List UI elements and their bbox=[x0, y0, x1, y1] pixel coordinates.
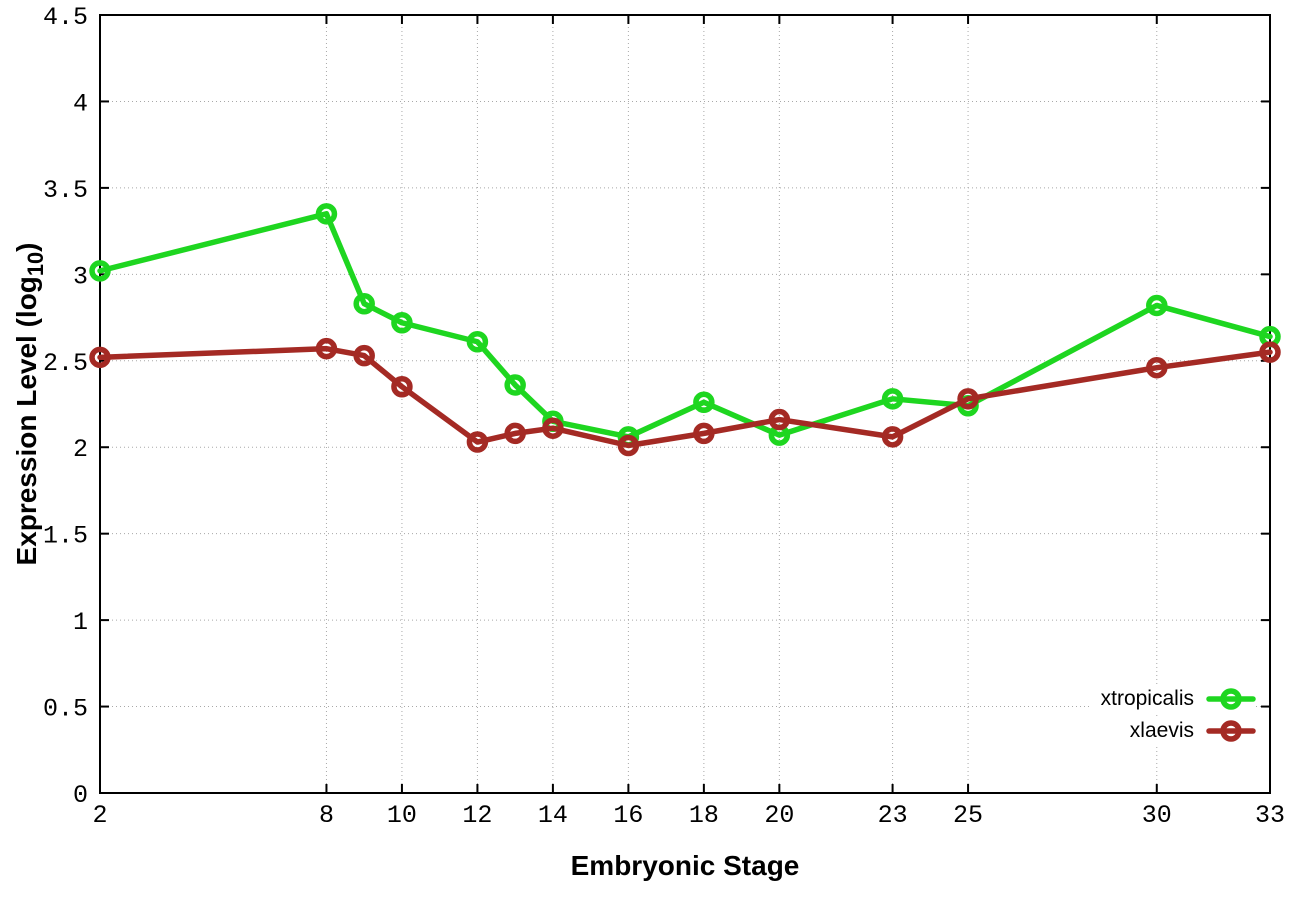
x-tick-label: 16 bbox=[613, 801, 643, 830]
data-point-xlaevis bbox=[768, 408, 791, 431]
legend-entry-xtropicalis: xtropicalis bbox=[1090, 684, 1256, 714]
data-point-xtropicalis bbox=[1146, 294, 1168, 317]
legend-entry-xlaevis: xlaevis bbox=[1119, 716, 1256, 746]
data-point-xlaevis bbox=[391, 375, 413, 398]
data-point-xlaevis bbox=[542, 417, 564, 439]
x-tick-label: 33 bbox=[1255, 801, 1285, 830]
y-axis-title-subscript: 10 bbox=[22, 251, 48, 277]
y-tick-label: 4.5 bbox=[43, 3, 88, 32]
legend-label-xlaevis: xlaevis bbox=[1129, 719, 1194, 742]
x-tick-label: 10 bbox=[387, 801, 417, 830]
plot-border bbox=[99, 14, 1271, 794]
x-tick-label: 30 bbox=[1142, 801, 1172, 830]
legend-marker-xlaevis-icon bbox=[1206, 720, 1256, 742]
x-tick-label: 12 bbox=[462, 801, 492, 830]
y-tick-label: 1.5 bbox=[43, 522, 88, 551]
data-point-xtropicalis bbox=[353, 292, 375, 315]
data-point-xlaevis bbox=[353, 344, 375, 367]
data-point-xtropicalis bbox=[504, 374, 526, 396]
data-point-xtropicalis bbox=[89, 260, 111, 282]
data-point-xlaevis bbox=[957, 388, 979, 410]
data-point-xlaevis bbox=[504, 422, 526, 445]
y-axis-title-close: ) bbox=[11, 242, 43, 252]
x-tick-label: 8 bbox=[319, 801, 334, 830]
series-line-xlaevis bbox=[97, 345, 1273, 449]
x-tick-label: 20 bbox=[764, 801, 794, 830]
x-tick-label: 25 bbox=[953, 801, 983, 830]
y-axis-title: Expression Level (log10) bbox=[11, 242, 49, 565]
legend: xtropicalis xlaevis bbox=[1090, 684, 1256, 746]
y-tick-label: 3.5 bbox=[43, 176, 88, 205]
data-point-xtropicalis bbox=[315, 203, 338, 225]
x-tick-label: 14 bbox=[538, 801, 568, 830]
data-point-xlaevis bbox=[1259, 341, 1281, 363]
y-tick-label: 3 bbox=[73, 262, 88, 291]
legend-marker-xtropicalis-icon bbox=[1206, 688, 1256, 710]
data-point-xtropicalis bbox=[881, 388, 904, 410]
x-tick-label: 23 bbox=[878, 801, 908, 830]
x-tick-label: 2 bbox=[92, 801, 107, 830]
y-tick-label: 1 bbox=[73, 608, 88, 637]
data-point-xtropicalis bbox=[466, 331, 489, 353]
data-point-xlaevis bbox=[881, 426, 904, 448]
series-line-xtropicalis bbox=[97, 211, 1273, 440]
data-point-xlaevis bbox=[89, 346, 111, 369]
y-tick-label: 0.5 bbox=[43, 695, 88, 724]
x-tick-label: 18 bbox=[689, 801, 719, 830]
data-point-xlaevis bbox=[315, 337, 338, 360]
data-point-xtropicalis bbox=[693, 391, 715, 414]
y-tick-label: 0 bbox=[73, 781, 88, 810]
data-point-xlaevis bbox=[693, 422, 715, 445]
y-tick-label: 2 bbox=[73, 435, 88, 464]
data-point-xlaevis bbox=[466, 431, 489, 453]
data-point-xlaevis bbox=[617, 434, 640, 457]
y-tick-label: 4 bbox=[73, 89, 88, 118]
y-tick-label: 2.5 bbox=[43, 349, 88, 378]
data-point-xtropicalis bbox=[391, 311, 413, 334]
x-axis-title: Embryonic Stage bbox=[570, 850, 800, 881]
legend-label-xtropicalis: xtropicalis bbox=[1100, 687, 1194, 710]
data-point-xlaevis bbox=[1146, 356, 1168, 379]
y-axis-title-text: Expression Level (log bbox=[11, 276, 43, 566]
